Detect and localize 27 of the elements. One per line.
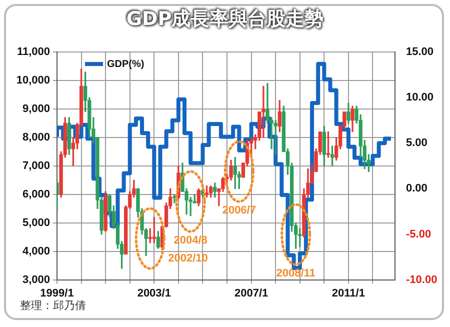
annotation: 2004/8 xyxy=(174,234,208,247)
x-tick-label: 2007/1 xyxy=(234,287,268,300)
y2-tick-label: 5.00 xyxy=(406,137,428,150)
y-tick-label: 4,000 xyxy=(22,245,50,258)
y2-tick-label: -10.00 xyxy=(406,274,438,286)
legend-label: GDP(%) xyxy=(107,58,144,70)
y-tick-label: 6,000 xyxy=(22,188,50,200)
chart-title: GDP成長率與台股走勢 xyxy=(124,6,326,32)
y-tick-label: 5,000 xyxy=(22,216,50,229)
y-tick-label: 10,000 xyxy=(16,74,50,87)
y-tick-label: 7,000 xyxy=(22,160,50,172)
y2-tick-label: -5.00 xyxy=(406,228,432,240)
text: 整理：邱乃倩 xyxy=(20,298,86,313)
x-tick-label: 2011/1 xyxy=(332,287,365,300)
y-tick-label: 11,000 xyxy=(16,46,50,58)
annotation: 2006/7 xyxy=(222,204,256,217)
y2-tick-label: 10.00 xyxy=(406,92,434,104)
y-tick-label: 8,000 xyxy=(22,131,50,144)
annotation: 2002/10 xyxy=(168,252,208,265)
x-tick-label: 2003/1 xyxy=(137,287,171,300)
annotation: 2008/11 xyxy=(276,268,316,280)
y-tick-label: 3,000 xyxy=(22,274,50,286)
y-tick-label: 9,000 xyxy=(22,102,50,115)
candlestick xyxy=(262,86,266,138)
y2-tick-label: 0.00 xyxy=(406,182,428,195)
y2-tick-label: 15.00 xyxy=(406,46,434,58)
x-tick-label: 1999/1 xyxy=(40,287,74,300)
